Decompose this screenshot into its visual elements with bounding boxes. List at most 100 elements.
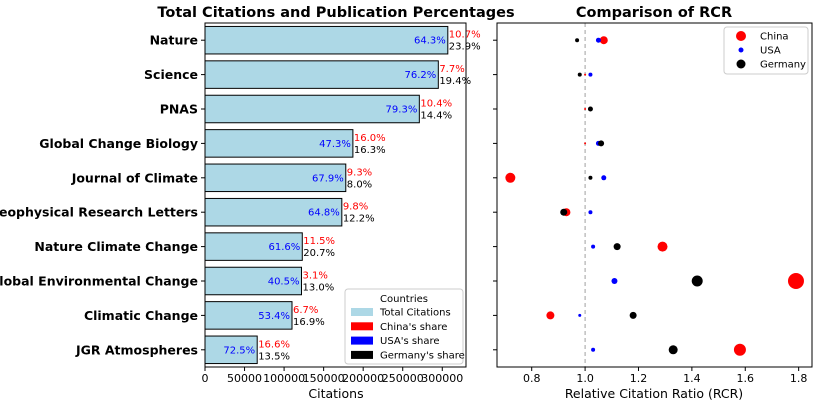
- right-x-axis-label: Relative Citation Ratio (RCR): [565, 386, 743, 401]
- x-tick-label: 0: [202, 372, 209, 385]
- category-label: JGR Atmospheres: [75, 342, 198, 357]
- left-chart-title: Total Citations and Publication Percenta…: [157, 5, 514, 21]
- germany-share-label: 14.4%: [420, 111, 452, 122]
- category-label: Nature: [150, 33, 198, 48]
- usa-share-label: 61.6%: [269, 242, 301, 253]
- bar: [204, 60, 439, 89]
- legend-label: Germany's share: [380, 350, 465, 361]
- point-usa: [591, 347, 596, 352]
- china-share-label: 11.5%: [303, 236, 335, 247]
- bar: [204, 129, 354, 158]
- point-usa: [595, 37, 601, 43]
- point-usa: [601, 175, 607, 181]
- point-germany: [598, 140, 605, 147]
- category-label: PNAS: [160, 102, 198, 117]
- legend-label: Total Citations: [379, 308, 451, 319]
- category-label: Climatic Change: [84, 308, 198, 323]
- point-china: [584, 73, 587, 76]
- x-tick-label: 200000: [342, 372, 384, 385]
- germany-share-label: 16.9%: [293, 317, 325, 328]
- point-germany: [575, 38, 580, 43]
- bars-group: [204, 25, 449, 365]
- china-share-label: 9.8%: [343, 202, 368, 213]
- legend-label: USA: [760, 46, 781, 57]
- usa-share-label: 79.3%: [386, 105, 418, 116]
- x-tick-label: 1.4: [683, 372, 701, 385]
- point-usa: [611, 278, 618, 284]
- point-germany: [691, 275, 703, 287]
- china-share-label: 3.1%: [302, 271, 327, 282]
- usa-share-label: 72.5%: [223, 345, 255, 356]
- point-china: [546, 311, 555, 320]
- point-china: [657, 241, 668, 252]
- right-x-ticks: 0.8 1.0 1.2 1.4 1.6 1.8: [523, 367, 807, 385]
- x-tick-label: 250000: [382, 372, 424, 385]
- china-share-label: 7.7%: [439, 64, 464, 75]
- right-plot-frame: [496, 22, 813, 368]
- china-share-label: 10.4%: [420, 99, 452, 110]
- x-tick-label: 100000: [263, 372, 305, 385]
- left-legend: Countries Total Citations China's share US…: [344, 288, 465, 365]
- china-share-label: 10.7%: [449, 30, 481, 41]
- bar: [204, 25, 449, 55]
- category-label: Global Environmental Change: [0, 274, 198, 289]
- point-china: [505, 172, 516, 183]
- legend-marker: [736, 31, 746, 41]
- x-tick-label: 1.6: [737, 372, 755, 385]
- x-tick-label: 1.8: [790, 372, 808, 385]
- usa-share-label: 47.3%: [319, 139, 351, 150]
- legend-swatch: [351, 308, 373, 316]
- legend-swatch: [351, 350, 373, 359]
- germany-share-label: 19.4%: [439, 76, 471, 87]
- point-germany: [587, 106, 593, 112]
- left-legend-title: Countries: [380, 294, 428, 305]
- category-label: Global Change Biology: [39, 136, 198, 151]
- point-china: [787, 273, 804, 289]
- point-germany: [613, 243, 621, 251]
- germany-share-label: 8.0%: [347, 179, 372, 190]
- right-y-ticks: [493, 39, 497, 351]
- legend-marker: [736, 59, 746, 69]
- china-share-label: 6.7%: [293, 305, 318, 316]
- point-usa: [588, 210, 593, 215]
- category-label: Journal of Climate: [71, 170, 198, 185]
- germany-share-label: 16.3%: [354, 145, 386, 156]
- category-label: Science: [144, 67, 198, 82]
- category-label: Nature Climate Change: [34, 239, 198, 254]
- x-tick-label: 150000: [303, 372, 345, 385]
- germany-share-label: 13.0%: [302, 283, 334, 294]
- point-germany: [588, 175, 593, 180]
- bar: [204, 232, 303, 261]
- bar: [204, 163, 347, 193]
- bar: [204, 94, 420, 124]
- legend-swatch: [351, 322, 373, 331]
- left-x-axis-label: Citations: [308, 386, 363, 401]
- china-share-label: 16.0%: [354, 133, 386, 144]
- point-china: [584, 142, 587, 145]
- point-usa: [588, 72, 593, 77]
- germany-share-label: 12.2%: [343, 214, 375, 225]
- china-share-label: 16.6%: [258, 339, 290, 350]
- scatter-points-group: [505, 36, 804, 356]
- point-china: [599, 36, 608, 45]
- right-panel: Comparison of RCR 0.8 1.0 1.2 1.4 1.6 1.8 Rel…: [493, 5, 813, 401]
- usa-share-label: 64.8%: [308, 208, 340, 219]
- germany-share-label: 23.9%: [449, 42, 481, 53]
- left-legend-box: [344, 288, 464, 365]
- legend-swatch: [351, 336, 373, 345]
- x-tick-label: 0.8: [523, 372, 541, 385]
- point-china: [733, 343, 746, 356]
- usa-share-label: 53.4%: [258, 311, 290, 322]
- x-tick-label: 1.2: [630, 372, 648, 385]
- germany-share-label: 13.5%: [258, 351, 290, 362]
- usa-share-label: 76.2%: [405, 70, 437, 81]
- point-germany: [629, 311, 637, 319]
- x-tick-label: 300000: [421, 372, 463, 385]
- left-legend-entries: Total Citations China's share USA's share G…: [351, 308, 465, 361]
- point-germany: [668, 345, 678, 355]
- usa-share-label: 67.9%: [312, 173, 344, 184]
- point-germany: [577, 72, 582, 77]
- point-usa: [578, 313, 582, 317]
- point-usa: [591, 244, 596, 249]
